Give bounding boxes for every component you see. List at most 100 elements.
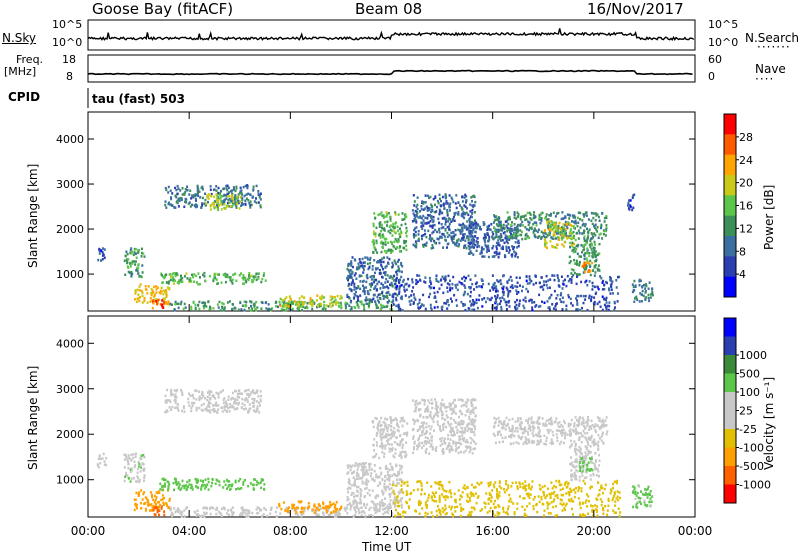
power-cell (591, 261, 594, 265)
velocity-cell (399, 451, 402, 455)
power-cell (471, 221, 474, 225)
power-cell (469, 235, 472, 238)
velocity-cell (510, 485, 513, 488)
power-cell (229, 278, 232, 282)
power-cell (511, 245, 514, 248)
power-cell (423, 222, 426, 225)
power-cell (431, 231, 434, 235)
power-cell (245, 193, 248, 196)
power-cell (476, 245, 479, 249)
velocity-cell (580, 489, 583, 493)
power-cell (349, 301, 352, 304)
power-cell (183, 193, 186, 196)
velocity-cell (398, 504, 401, 508)
power-cell (473, 302, 476, 306)
power-cell (488, 238, 491, 241)
power-cell (586, 249, 589, 252)
power-cell (283, 305, 286, 308)
velocity-cell (299, 511, 302, 514)
velocity-cell (494, 499, 496, 503)
power-cell (379, 234, 382, 237)
power-cell (562, 283, 565, 286)
power-cell (188, 278, 191, 282)
power-cell (499, 237, 502, 241)
power-cell (405, 234, 408, 238)
velocity-cell (177, 487, 180, 490)
velocity-cell (135, 480, 138, 483)
power-cell (593, 252, 596, 256)
power-cell (365, 280, 368, 284)
power-cell (556, 274, 559, 277)
power-cell (193, 273, 196, 276)
velocity-cell (401, 438, 404, 441)
power-cell (155, 291, 158, 294)
velocity-cell (594, 508, 597, 511)
power-cell (198, 307, 201, 311)
power-cell (203, 303, 206, 307)
power-cell (282, 304, 285, 307)
velocity-cell (371, 477, 374, 480)
velocity-cell (390, 487, 393, 490)
power-cell (577, 294, 580, 298)
velocity-cell (519, 485, 522, 488)
power-cell (651, 287, 654, 290)
power-cell (353, 288, 356, 291)
power-cell (431, 205, 434, 208)
power-cell (474, 243, 477, 247)
velocity-cell (255, 508, 258, 511)
power-colorbar-segment (724, 276, 736, 298)
velocity-cell (524, 480, 527, 483)
power-cell (514, 251, 517, 255)
power-cell (484, 240, 487, 244)
power-cell (166, 302, 169, 306)
power-cell (595, 258, 598, 262)
power-cell (596, 267, 599, 270)
power-cell (596, 226, 599, 229)
power-cell (498, 297, 501, 300)
velocity-cell (129, 458, 132, 461)
power-cell (578, 273, 581, 276)
velocity-cell (364, 461, 367, 465)
power-cell (353, 285, 356, 288)
velocity-cell (373, 479, 376, 483)
power-cell (583, 257, 586, 261)
power-cell (222, 273, 225, 276)
power-cell (428, 214, 431, 217)
velocity-cell (395, 508, 397, 512)
velocity-cell (462, 420, 465, 424)
velocity-cell (567, 481, 570, 485)
velocity-cell (612, 486, 614, 490)
velocity-cell (474, 398, 477, 402)
velocity-cell (336, 507, 338, 511)
power-cell (519, 229, 522, 232)
velocity-cell (374, 503, 377, 506)
velocity-cell (209, 402, 212, 405)
power-cell (232, 186, 235, 189)
velocity-cell (322, 502, 325, 506)
power-cell (463, 303, 466, 307)
power-cell (516, 246, 519, 249)
power-cell (416, 203, 419, 207)
power-cell (405, 215, 408, 219)
power-cell (350, 289, 353, 292)
power-cell (129, 251, 132, 255)
power-cell (279, 304, 282, 308)
power-cell (548, 214, 551, 217)
power-cell (500, 226, 503, 229)
velocity-cell (388, 493, 391, 496)
power-cell (380, 306, 383, 310)
velocity-cell (138, 478, 141, 482)
velocity-cell (395, 463, 398, 466)
power-cell (473, 301, 476, 304)
velocity-cell (186, 506, 189, 509)
velocity-cell (208, 409, 211, 412)
nsky-trace (87, 28, 695, 42)
power-cell (175, 195, 178, 199)
power-cell (493, 281, 496, 285)
velocity-cell (198, 395, 201, 399)
power-cell (577, 221, 580, 224)
power-cell (348, 287, 351, 291)
velocity-cell (372, 443, 375, 447)
power-cell (556, 302, 558, 305)
velocity-cell (133, 508, 136, 512)
